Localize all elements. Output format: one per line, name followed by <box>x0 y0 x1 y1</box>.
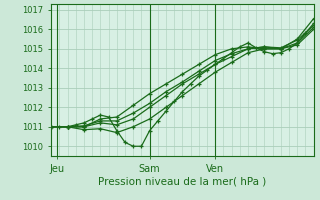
X-axis label: Pression niveau de la mer( hPa ): Pression niveau de la mer( hPa ) <box>98 176 267 186</box>
